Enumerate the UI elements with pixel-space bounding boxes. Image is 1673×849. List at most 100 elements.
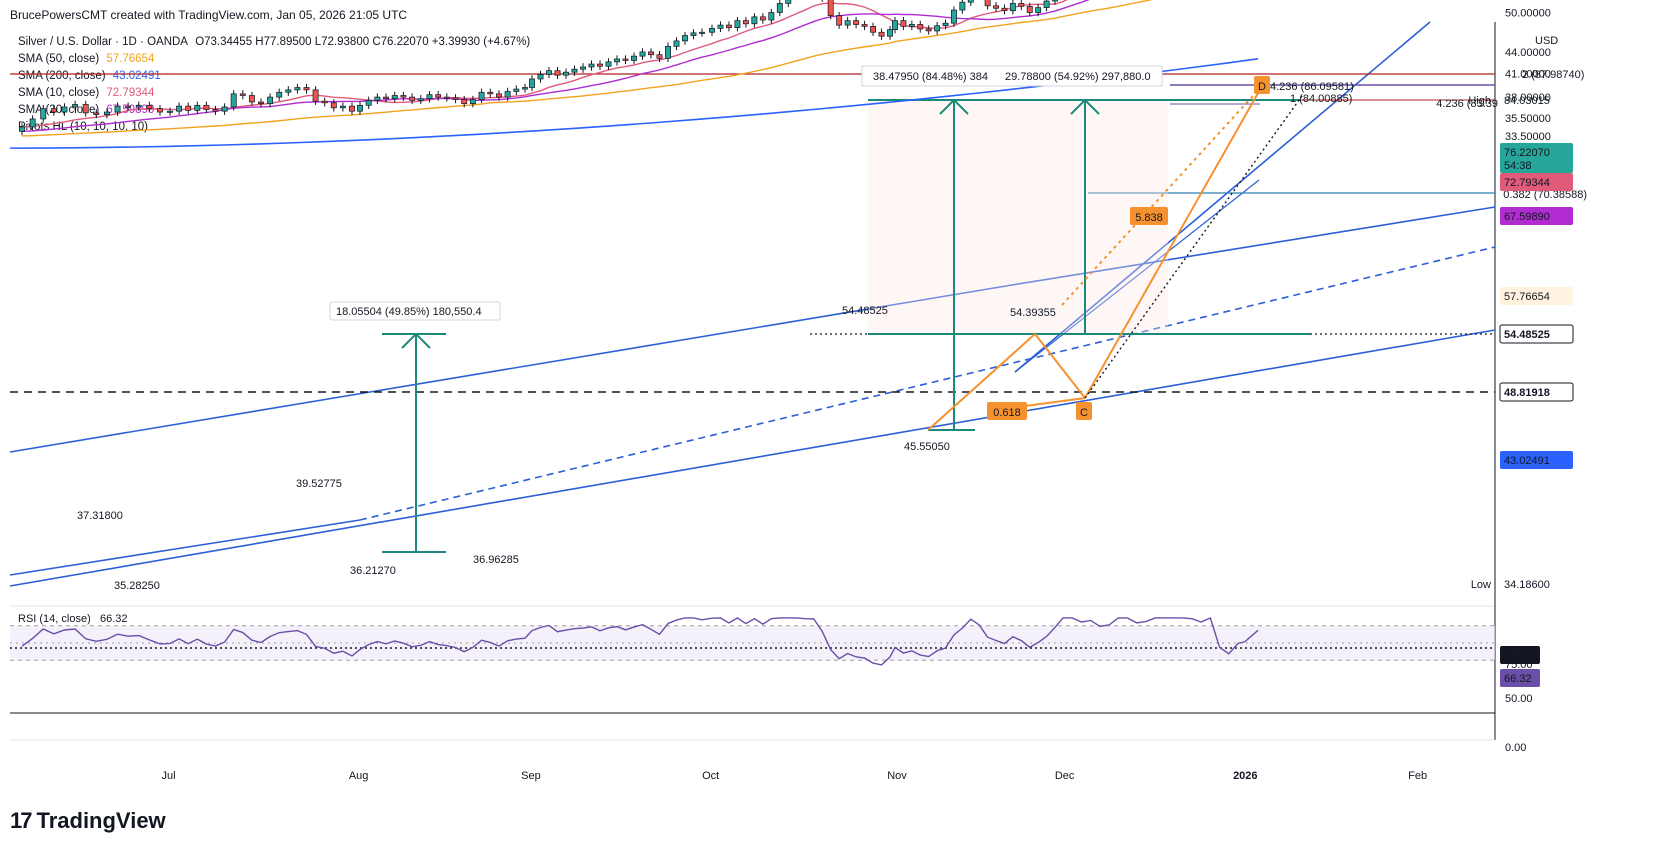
time-tick-label: Nov (887, 770, 907, 782)
candle-body (717, 24, 724, 29)
legend-sma200-value: 43.02491 (112, 70, 161, 82)
measure-arrow-2-head (1070, 98, 1100, 115)
measure-label-2: 38.47950 (84.48%) 384 (873, 71, 988, 83)
ratio-label-1: 5.838 (1135, 212, 1163, 224)
candle-body (925, 28, 932, 32)
candle-body (349, 105, 355, 112)
candle-body (330, 102, 337, 109)
price-tick-label: 35.50000 (1505, 113, 1551, 125)
time-tick-label: Oct (702, 770, 719, 782)
legend-symbol-row[interactable]: Silver / U.S. Dollar · 1D · OANDA O73.34… (18, 34, 534, 51)
candle-body (908, 24, 915, 27)
candle-body (984, 0, 991, 7)
candle-body (861, 24, 868, 27)
pivot-label-1: 37.31800 (77, 510, 123, 522)
legend-sma200-row[interactable]: SMA (200, close) 43.02491 (18, 68, 534, 85)
candle-body (665, 46, 671, 59)
price-tick-label: 44.00000 (1505, 47, 1551, 59)
price-tag-label: 76.22070 (1504, 147, 1550, 159)
price-tag-box (1500, 287, 1573, 305)
candle-body (248, 95, 255, 103)
candle-body (1001, 7, 1008, 12)
price-tag-label: 54.48525 (1504, 329, 1550, 341)
axes: USD88.0000084.0000080.0000070.0000066.00… (162, 8, 1574, 782)
candle-body (588, 63, 595, 68)
pattern-point-d-box (1254, 76, 1270, 94)
fib-label-4236b: 4.236 (83.39 (1436, 98, 1498, 110)
candle-body (870, 26, 876, 33)
time-tick-label: Jul (162, 770, 176, 782)
candle-body (72, 104, 79, 108)
candle-body (478, 91, 485, 100)
candle-body (537, 74, 544, 80)
price-tag-label: 67.59890 (1504, 211, 1550, 223)
candle-body (878, 31, 885, 37)
candle-body (114, 105, 121, 113)
sma50-line (21, 0, 1153, 137)
tradingview-logo[interactable]: 17 TradingView (10, 808, 166, 834)
price-tick-label: 38.00000 (1505, 92, 1551, 104)
legend-sma10-label: SMA (10, close) (18, 87, 100, 99)
price-tag-box (1500, 143, 1573, 173)
candle-body (827, 0, 834, 16)
candle-body (29, 118, 36, 128)
price-tag-countdown: 54:38 (1504, 160, 1532, 172)
candle-body (267, 96, 274, 104)
ratio-label-2: 0.618 (993, 407, 1021, 419)
candle-body (276, 91, 283, 98)
price-tag-box (1499, 382, 1574, 402)
legend-sma10-value: 72.79344 (106, 87, 155, 99)
candle-body (844, 20, 851, 26)
candle-body (82, 104, 89, 114)
candle-body (417, 98, 424, 101)
candle-body (554, 70, 561, 76)
rsi-high-tag-box (1500, 646, 1540, 664)
candle-body (157, 108, 163, 113)
candle-body (203, 104, 210, 110)
candle-body (1052, 0, 1058, 2)
candle-body (443, 96, 450, 99)
candle-body (103, 111, 110, 115)
rsi-value-tag-box (1500, 669, 1540, 687)
legend-sma50-row[interactable]: SMA (50, close) 57.76654 (18, 51, 534, 68)
rsi-legend-value: 66.32 (100, 613, 128, 625)
ratio-box-2 (987, 402, 1027, 420)
pattern-ab (1034, 333, 1086, 399)
candle-body (709, 27, 715, 33)
ratio-box-1 (1130, 207, 1168, 225)
candle-body (785, 0, 792, 4)
candle-body (751, 16, 758, 25)
channel-lower-line (9, 329, 1496, 587)
candle-body (1026, 6, 1033, 13)
candle-body (167, 110, 173, 113)
pattern-point-c: C (1080, 407, 1088, 419)
candle-body (93, 112, 100, 115)
price-tick-label: 33.50000 (1505, 131, 1551, 143)
measure-label-1: 18.05504 (49.85%) 180,550.4 (336, 306, 482, 318)
measure-box-1 (868, 100, 1168, 334)
candles[interactable] (19, 0, 1260, 136)
candle-body (452, 97, 459, 100)
candle-body (892, 20, 898, 30)
trendlines (9, 21, 1496, 587)
candle-body (699, 31, 705, 34)
legend-sma10-row[interactable]: SMA (10, close) 72.79344 (18, 85, 534, 102)
price-tag-label: 57.76654 (1504, 291, 1550, 303)
candle-body (312, 89, 319, 102)
candle-body (487, 91, 494, 95)
candle-body (597, 63, 603, 67)
currency-label: USD (1535, 35, 1558, 47)
sma20-line (21, 0, 1090, 133)
fib-label-2: 2 (87.98740) (1522, 69, 1584, 81)
candle-body (365, 99, 372, 106)
time-tick-label: Dec (1055, 770, 1075, 782)
candle-body (461, 99, 468, 104)
pivot-label-5: 36.96285 (473, 554, 519, 566)
candle-body (513, 88, 520, 92)
candle-body (125, 105, 132, 108)
candle-body (614, 58, 620, 63)
candle-body (176, 105, 183, 112)
candle-body (673, 40, 680, 47)
candle-body (357, 104, 363, 112)
